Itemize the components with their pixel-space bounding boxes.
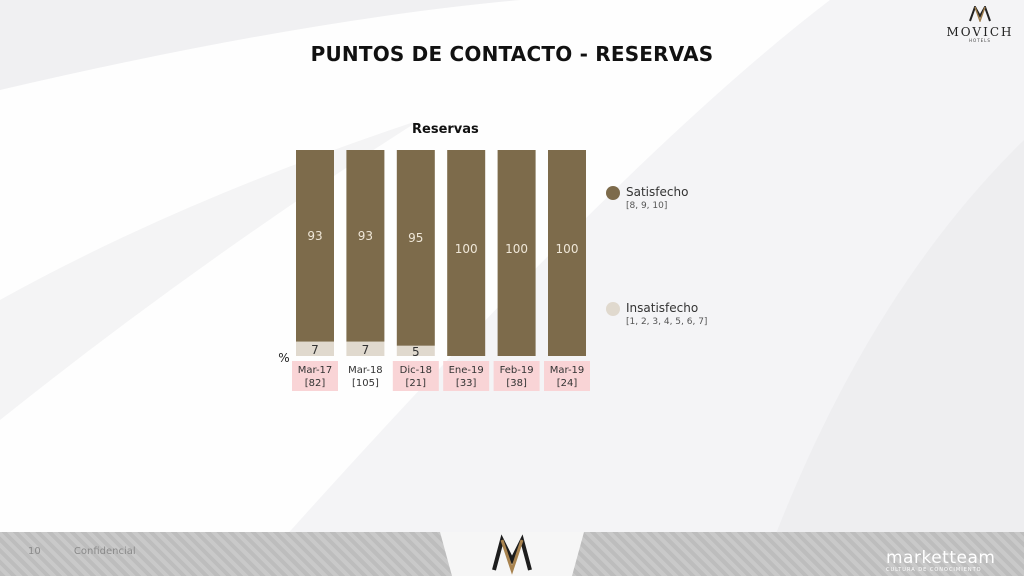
bar-satisfecho-feb-19 — [497, 150, 536, 356]
data-label-satisfecho-dic-18: 95 — [408, 231, 423, 245]
brand-sub: HOTELS — [969, 38, 991, 43]
x-tick-label-mar-19: Mar-19 — [550, 365, 585, 376]
category-highlight-ene-19 — [443, 361, 490, 391]
movich-logo: MOVICH HOTELS — [940, 4, 1020, 46]
bar-satisfecho-ene-19 — [447, 150, 486, 356]
confidential-label: Confidencial — [73, 546, 136, 557]
brand-name: MOVICH — [946, 25, 1014, 39]
x-tick-label-mar-17: Mar-17 — [298, 365, 333, 376]
data-label-insatisfecho-mar-18: 7 — [362, 343, 370, 357]
bar-satisfecho-mar-19 — [548, 150, 586, 356]
x-tick-label-feb-19: Feb-19 — [500, 365, 534, 376]
category-highlight-mar-19 — [544, 361, 590, 391]
base-label-ene-19: [33] — [456, 378, 477, 389]
data-label-insatisfecho-dic-18: 5 — [412, 345, 420, 359]
legend-swatch-insatisfecho — [606, 302, 620, 316]
legend-swatch-satisfecho — [606, 186, 620, 200]
page-title: PUNTOS DE CONTACTO - RESERVAS — [310, 42, 714, 66]
bar-insatisfecho-dic-18 — [396, 345, 435, 356]
company-tag: CULTURA DE CONOCIMIENTO — [886, 567, 982, 573]
page-number: 10 — [28, 546, 41, 557]
data-label-satisfecho-mar-19: 100 — [556, 242, 579, 256]
chart-title: Reservas — [412, 122, 479, 137]
bar-insatisfecho-mar-17 — [296, 341, 334, 356]
bar-satisfecho-mar-17 — [296, 150, 334, 342]
legend-scale-satisfecho: [8, 9, 10] — [626, 201, 668, 211]
data-label-insatisfecho-mar-17: 7 — [311, 343, 319, 357]
data-label-satisfecho-mar-18: 93 — [358, 229, 373, 243]
base-label-mar-18: [105] — [352, 378, 379, 389]
bar-satisfecho-dic-18 — [396, 150, 435, 346]
x-tick-label-ene-19: Ene-19 — [449, 365, 484, 376]
footer-left: 10 Confidencial — [28, 546, 136, 557]
y-axis-label: % — [278, 351, 289, 365]
company-name: marketteam — [886, 548, 996, 568]
x-tick-label-dic-18: Dic-18 — [400, 365, 432, 376]
data-label-satisfecho-ene-19: 100 — [455, 242, 478, 256]
base-label-dic-18: [21] — [406, 378, 427, 389]
category-highlight-feb-19 — [493, 361, 540, 391]
movich-emblem-icon — [969, 4, 991, 24]
bar-insatisfecho-mar-18 — [346, 341, 385, 356]
footer-logo-notch — [440, 532, 584, 576]
base-label-mar-17: [82] — [305, 378, 326, 389]
legend-label-satisfecho: Satisfecho — [626, 185, 689, 199]
base-label-feb-19: [38] — [506, 378, 527, 389]
data-label-satisfecho-mar-17: 93 — [307, 229, 322, 243]
legend-label-insatisfecho: Insatisfecho — [626, 301, 699, 315]
footer-emblem-icon — [492, 534, 532, 575]
marketteam-logo: marketteam CULTURA DE CONOCIMIENTO — [886, 550, 995, 574]
data-label-satisfecho-feb-19: 100 — [505, 242, 528, 256]
bar-satisfecho-mar-18 — [346, 150, 385, 342]
x-tick-label-mar-18: Mar-18 — [348, 365, 383, 376]
legend-scale-insatisfecho: [1, 2, 3, 4, 5, 6, 7] — [626, 317, 708, 327]
category-highlight-dic-18 — [392, 361, 439, 391]
category-highlight-mar-17 — [292, 361, 338, 391]
base-label-mar-19: [24] — [557, 378, 578, 389]
